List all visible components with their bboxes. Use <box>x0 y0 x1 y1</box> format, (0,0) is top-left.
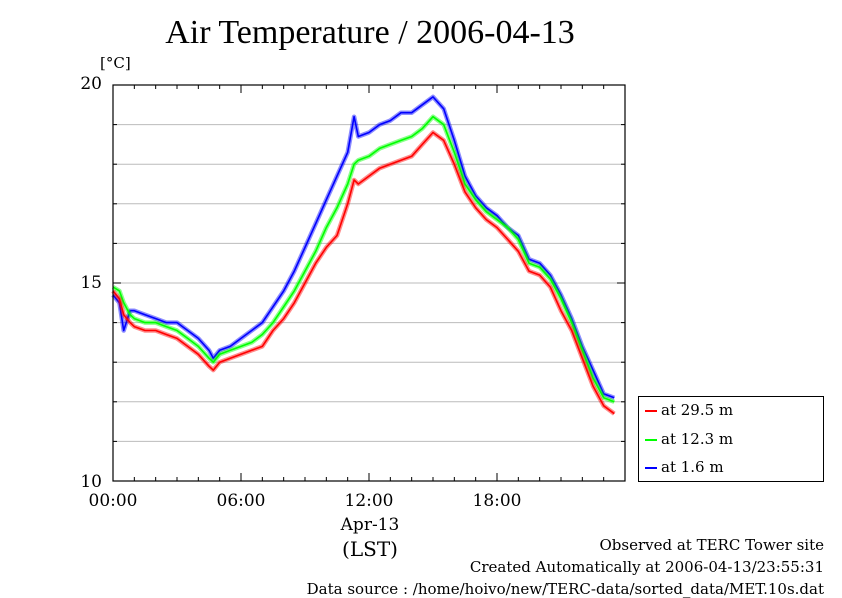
x-axis-date-label: Apr-13 <box>340 515 400 535</box>
series-line-2 <box>112 96 615 399</box>
legend-swatch-blue <box>645 467 657 469</box>
legend-label: at 1.6 m <box>661 458 724 476</box>
y-tick-label-20: 20 <box>80 74 102 94</box>
x-tick-label-1800: 18:00 <box>472 491 522 511</box>
footer-created-timestamp: Created Automatically at 2006-04-13/23:5… <box>469 558 824 576</box>
footer-observed-site: Observed at TERC Tower site <box>599 536 824 554</box>
legend-item-1-6m: at 1.6 m <box>645 458 724 478</box>
chart-title: Air Temperature / 2006-04-13 <box>165 14 575 51</box>
chart-legend: at 29.5 m at 12.3 m at 1.6 m <box>638 396 824 482</box>
footer-data-source: Data source : /home/hoivo/new/TERC-data/… <box>306 580 824 598</box>
legend-item-12-3m: at 12.3 m <box>645 430 733 450</box>
legend-swatch-green <box>645 439 657 441</box>
y-axis-unit-label: [°C] <box>100 54 131 72</box>
legend-label: at 12.3 m <box>661 430 734 448</box>
series-line-1 <box>112 115 615 403</box>
x-axis-timezone-label: (LST) <box>342 537 398 561</box>
y-tick-label-15: 15 <box>80 273 102 293</box>
legend-item-29-5m: at 29.5 m <box>645 401 733 421</box>
series-line-halo-2 <box>111 94 616 400</box>
series-line-halo-1 <box>111 114 616 404</box>
legend-label: at 29.5 m <box>661 401 734 419</box>
x-tick-label-1200: 12:00 <box>344 491 394 511</box>
series-line-halo-0 <box>111 130 616 416</box>
series-line-0 <box>112 131 615 415</box>
x-tick-label-0600: 06:00 <box>216 491 266 511</box>
y-tick-label-10: 10 <box>80 472 102 492</box>
legend-swatch-red <box>645 410 657 412</box>
plot-frame <box>112 84 626 482</box>
x-tick-label-0000: 00:00 <box>88 491 138 511</box>
